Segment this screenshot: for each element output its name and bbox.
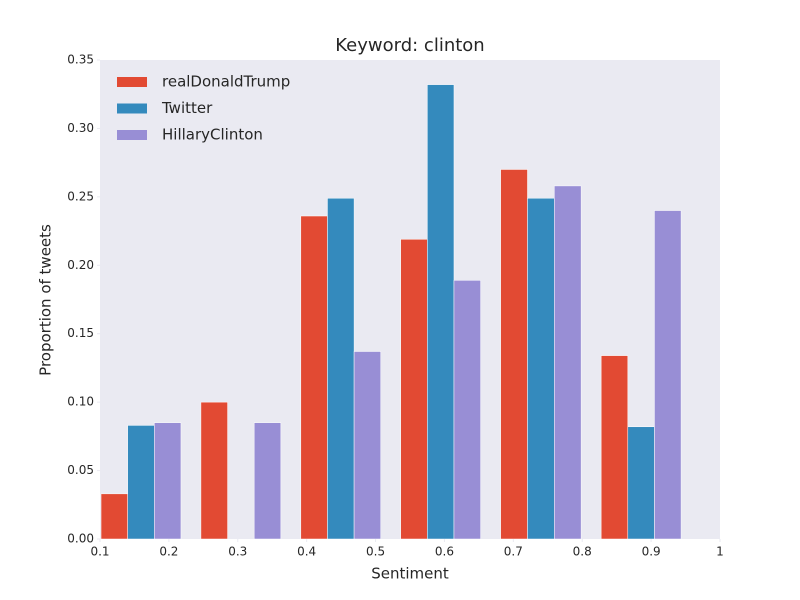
x-tick-label: 0.7 [504,545,523,559]
bar [654,210,682,540]
bar [527,197,555,540]
x-tick-label: 0.8 [573,545,592,559]
x-tick-label: 0.4 [297,545,316,559]
y-tick-label: 0.10 [67,395,94,409]
legend-swatch [117,77,147,87]
bar [627,426,655,540]
x-tick-label: 1 [716,545,724,559]
x-tick-label: 0.3 [228,545,247,559]
bar [400,239,428,540]
legend-swatch [117,103,147,114]
y-tick-label: 0.35 [67,53,94,67]
bar [427,84,455,540]
bar [200,401,228,540]
bar [353,351,381,540]
bar [253,422,282,540]
y-tick-label: 0.25 [67,189,94,203]
y-tick-label: 0.15 [67,326,94,340]
chart-title: Keyword: clinton [335,35,484,56]
legend-label: realDonaldTrump [162,73,290,91]
y-tick-label: 0.30 [67,121,94,135]
bar [100,493,128,540]
legend-swatch [117,130,147,140]
bar [154,422,182,540]
bar [600,355,629,540]
y-tick-label: 0.05 [67,463,94,477]
y-tick-label: 0.00 [67,532,94,546]
bar [554,185,582,540]
bar [500,169,528,540]
bar [453,280,481,540]
x-tick-label: 0.6 [435,545,454,559]
y-tick-label: 0.20 [67,258,94,272]
bar [127,425,155,540]
legend-label: Twitter [161,99,213,117]
bar [327,197,355,540]
x-tick-label: 0.5 [366,545,385,559]
x-tick-label: 0.9 [642,545,661,559]
y-axis-label: Proportion of tweets [37,224,55,376]
x-axis-label: Sentiment [371,565,449,583]
x-tick-label: 0.2 [159,545,178,559]
bar [300,215,328,540]
legend-label: HillaryClinton [162,126,263,144]
x-tick-label: 0.1 [90,545,109,559]
